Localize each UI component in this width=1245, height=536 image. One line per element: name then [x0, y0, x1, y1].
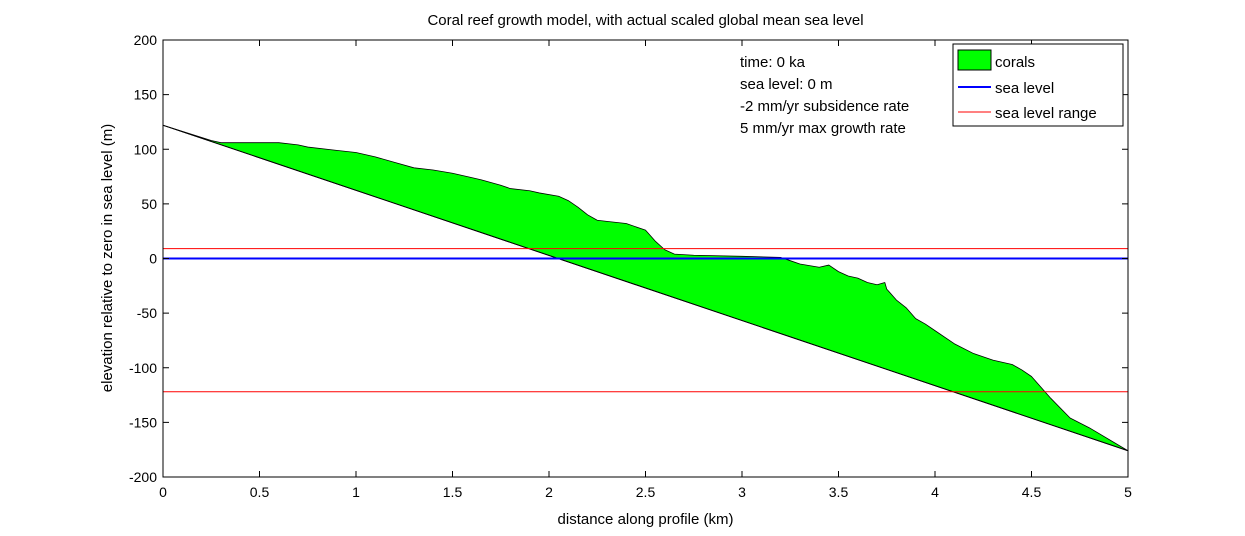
annotation-sea-level: sea level: 0 m: [740, 76, 833, 93]
legend-label-sea-level: sea level: [995, 80, 1054, 97]
legend-label-corals: corals: [995, 54, 1035, 71]
x-tick-label: 2.5: [636, 484, 656, 500]
y-tick-label: 50: [141, 196, 157, 212]
coral-layer: [162, 124, 1129, 452]
x-axis-label: distance along profile (km): [558, 511, 734, 528]
x-axis: 0 0.5 1 1.5 2 2.5 3 3.5 4 4.5 5: [159, 40, 1132, 500]
legend: corals sea level sea level range: [952, 43, 1124, 127]
bedrock-line: [162, 124, 1129, 452]
y-tick-label: 0: [149, 251, 157, 267]
y-tick-label: 150: [134, 87, 158, 103]
x-tick-label: 0.5: [250, 484, 270, 500]
x-tick-label: 4: [931, 484, 939, 500]
y-axis: 200 150 100 50 0 -50 -100 -150 -200: [129, 32, 1128, 485]
y-tick-label: -100: [129, 360, 157, 376]
annotation-growth-rate: 5 mm/yr max growth rate: [740, 120, 906, 137]
annotation-block: time: 0 ka sea level: 0 m -2 mm/yr subsi…: [740, 54, 909, 137]
x-tick-label: 1.5: [443, 484, 463, 500]
line-layer: [163, 248, 1128, 393]
x-tick-label: 0: [159, 484, 167, 500]
x-tick-label: 2: [545, 484, 553, 500]
annotation-subsidence-rate: -2 mm/yr subsidence rate: [740, 98, 909, 115]
y-tick-label: 100: [134, 141, 158, 157]
y-tick-label: -50: [137, 305, 157, 321]
chart-title: Coral reef growth model, with actual sca…: [427, 12, 863, 29]
x-tick-label: 3: [738, 484, 746, 500]
x-tick-label: 3.5: [829, 484, 849, 500]
x-tick-label: 1: [352, 484, 360, 500]
legend-label-sea-level-range: sea level range: [995, 105, 1097, 122]
y-tick-label: -150: [129, 414, 157, 430]
legend-swatch-corals: [957, 49, 992, 71]
y-tick-label: 200: [134, 32, 158, 48]
x-tick-label: 4.5: [1022, 484, 1042, 500]
y-tick-label: -200: [129, 469, 157, 485]
y-axis-label: elevation relative to zero in sea level …: [99, 124, 116, 392]
annotation-time: time: 0 ka: [740, 54, 806, 71]
x-tick-label: 5: [1124, 484, 1132, 500]
